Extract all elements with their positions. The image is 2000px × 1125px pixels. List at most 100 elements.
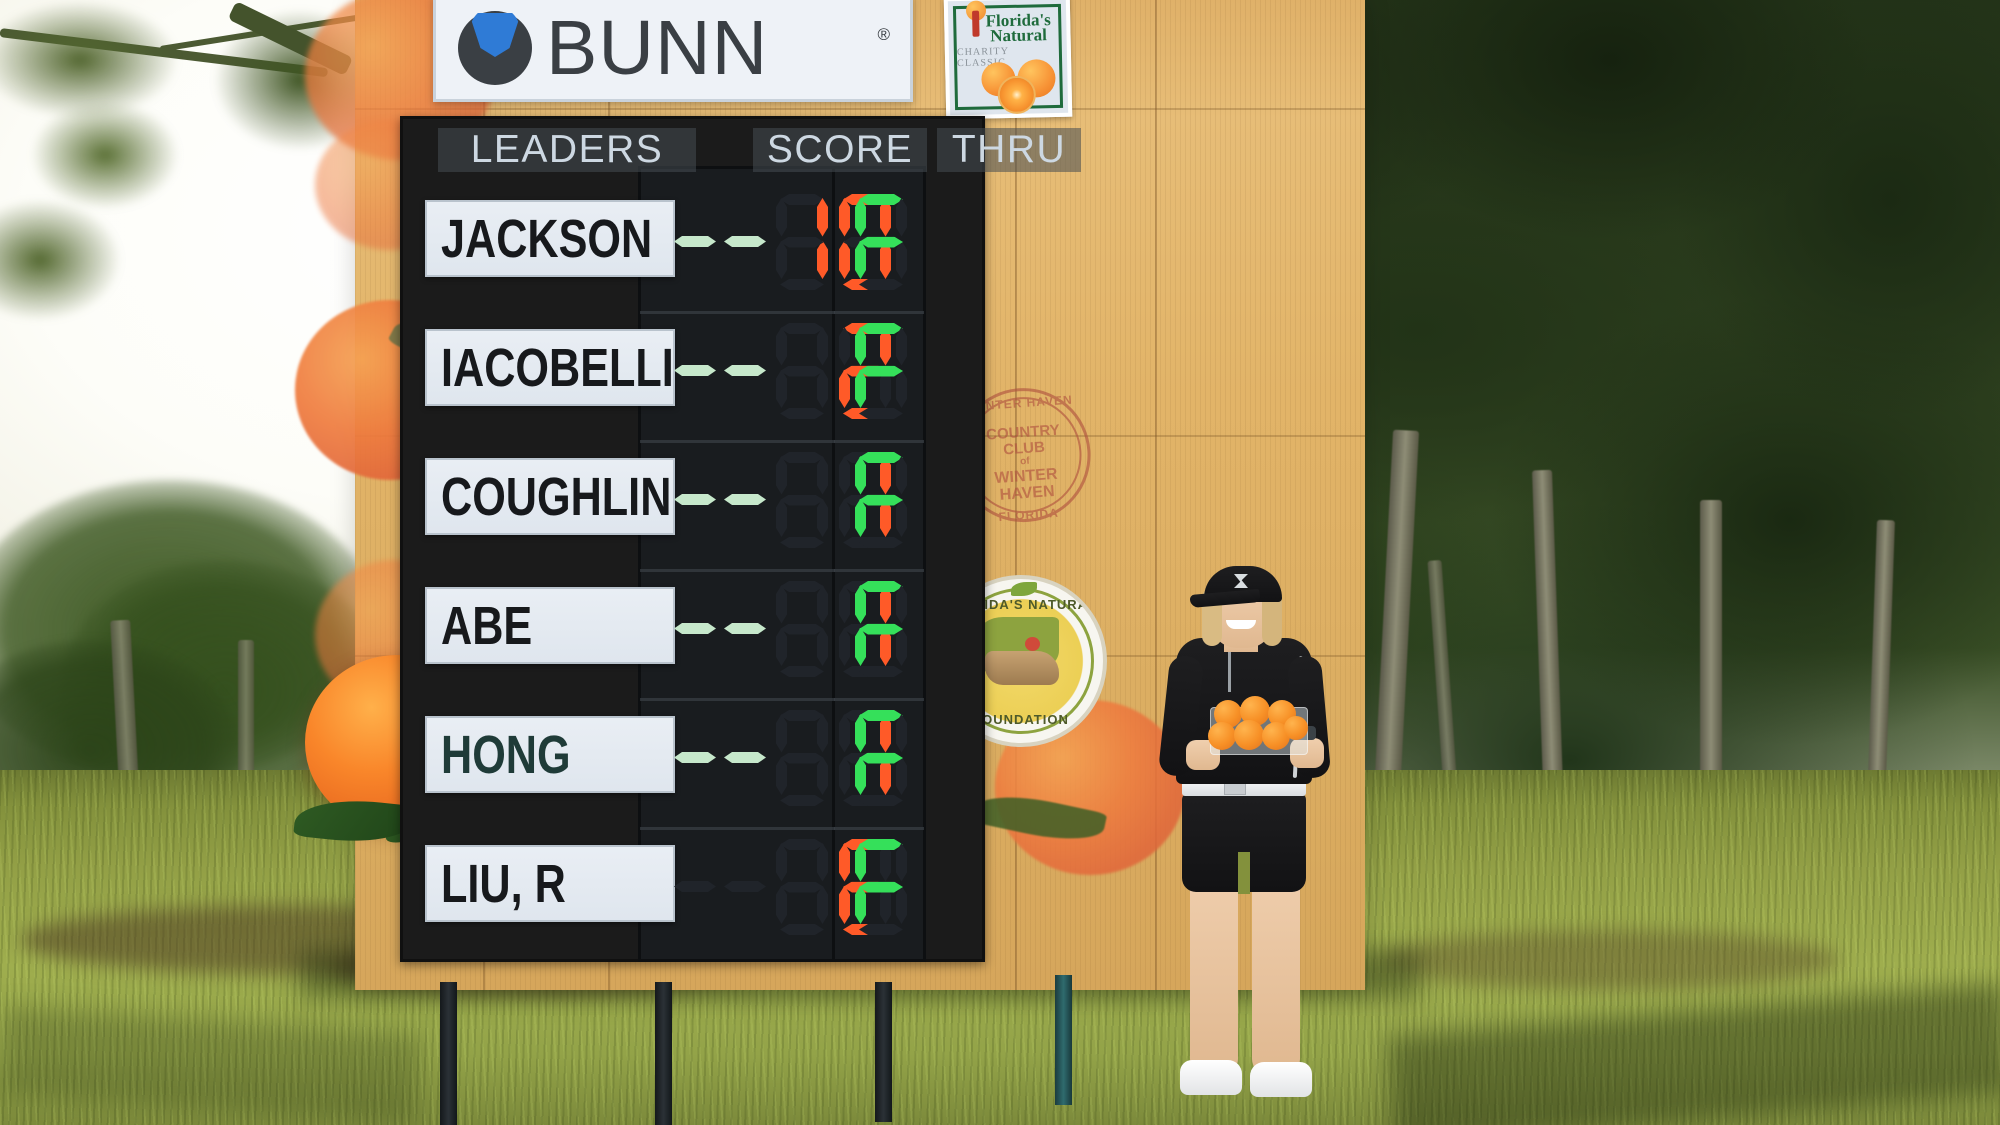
- score-dash: [724, 752, 766, 763]
- segment-c: [896, 757, 907, 796]
- row-separator: [640, 827, 835, 830]
- header-score: SCORE: [753, 128, 927, 172]
- segment-b: [880, 585, 891, 624]
- player-name: HONG: [441, 724, 571, 785]
- dirt-patch: [1380, 930, 1840, 990]
- segment-f: [855, 327, 866, 366]
- score-dash: [674, 881, 716, 892]
- bunn-sponsor-sign: BUNN ®: [433, 0, 913, 102]
- segment-c: [896, 886, 907, 925]
- segment-g: [780, 495, 824, 506]
- segment-e: [776, 499, 787, 538]
- segment-f: [776, 843, 787, 882]
- segment-d: [780, 537, 824, 548]
- seven-segment-digit: [776, 194, 828, 290]
- score-dash: [674, 752, 716, 763]
- row-separator: [834, 698, 924, 701]
- segment-b: [896, 198, 907, 237]
- event-logo-line2: Natural: [990, 25, 1048, 46]
- player-name: IACOBELLI: [441, 337, 674, 398]
- board-seam: [1155, 0, 1157, 990]
- segment-e: [839, 370, 850, 409]
- seven-segment-digit: [855, 323, 907, 419]
- segment-g: [859, 624, 903, 635]
- segment-e: [839, 499, 850, 538]
- leaderboard-row-name: ABE: [425, 587, 675, 664]
- segment-c: [880, 757, 891, 796]
- segment-b: [896, 327, 907, 366]
- golfer-leg: [1252, 860, 1300, 1075]
- player-name: ABE: [441, 595, 533, 656]
- row-separator: [640, 698, 835, 701]
- segment-b: [817, 456, 828, 495]
- segment-d: [780, 666, 824, 677]
- row-separator: [640, 569, 835, 572]
- segment-b: [880, 843, 891, 882]
- segment-e: [839, 241, 850, 280]
- segment-b: [817, 843, 828, 882]
- segment-g: [780, 624, 824, 635]
- segment-g: [859, 753, 903, 764]
- seal-bottom-arc: FOUNDATION: [973, 712, 1069, 727]
- leaf-icon: [1011, 582, 1037, 596]
- segment-d: [780, 924, 824, 935]
- leaderboard-row-name: JACKSON: [425, 200, 675, 277]
- segment-e: [776, 886, 787, 925]
- segment-f: [776, 456, 787, 495]
- score-dash: [674, 623, 716, 634]
- golfer-shoe: [1180, 1060, 1242, 1095]
- segment-e: [839, 757, 850, 796]
- segment-f: [855, 714, 866, 753]
- segment-a: [780, 194, 824, 205]
- segment-a: [780, 581, 824, 592]
- seven-segment-digit: [776, 323, 828, 419]
- golfer-person: [1157, 560, 1352, 1125]
- segment-c: [880, 628, 891, 667]
- header-thru: THRU: [937, 128, 1081, 172]
- score-dash: [724, 881, 766, 892]
- leaderboard-row-name: IACOBELLI: [425, 329, 675, 406]
- player-name: JACKSON: [441, 208, 653, 269]
- cap-logo-icon: [1234, 574, 1248, 588]
- segment-c: [880, 886, 891, 925]
- segment-g: [780, 366, 824, 377]
- seven-segment-digit: [855, 839, 907, 935]
- segment-d: [780, 795, 824, 806]
- segment-f: [855, 843, 866, 882]
- seven-segment-digit: [776, 581, 828, 677]
- orange-marker-icon: [1025, 637, 1040, 651]
- score-dash: [724, 236, 766, 247]
- segment-a: [859, 452, 903, 463]
- board-seam: [1015, 0, 1017, 990]
- segment-b: [896, 585, 907, 624]
- seven-segment-digit: [776, 710, 828, 806]
- segment-f: [839, 714, 850, 753]
- segment-d: [859, 279, 903, 290]
- segment-d: [859, 924, 903, 935]
- segment-b: [817, 585, 828, 624]
- segment-g: [859, 366, 903, 377]
- segment-e: [839, 886, 850, 925]
- row-separator: [640, 440, 835, 443]
- header-leaders: LEADERS: [438, 128, 696, 172]
- segment-f: [855, 456, 866, 495]
- segment-f: [855, 198, 866, 237]
- orange-stem-icon: [972, 10, 980, 37]
- segment-c: [896, 241, 907, 280]
- tree-foliage: [30, 100, 180, 210]
- segment-f: [776, 585, 787, 624]
- board-support-leg: [1055, 975, 1072, 1105]
- segment-d: [859, 537, 903, 548]
- segment-b: [896, 843, 907, 882]
- segment-e: [776, 757, 787, 796]
- segment-g: [780, 753, 824, 764]
- segment-e: [855, 628, 866, 667]
- score-dash: [724, 623, 766, 634]
- segment-g: [859, 495, 903, 506]
- segment-d: [780, 279, 824, 290]
- golfer-shoe: [1250, 1062, 1312, 1097]
- golfer-hair: [1262, 588, 1282, 646]
- seven-segment-digit: [855, 452, 907, 548]
- segment-e: [839, 628, 850, 667]
